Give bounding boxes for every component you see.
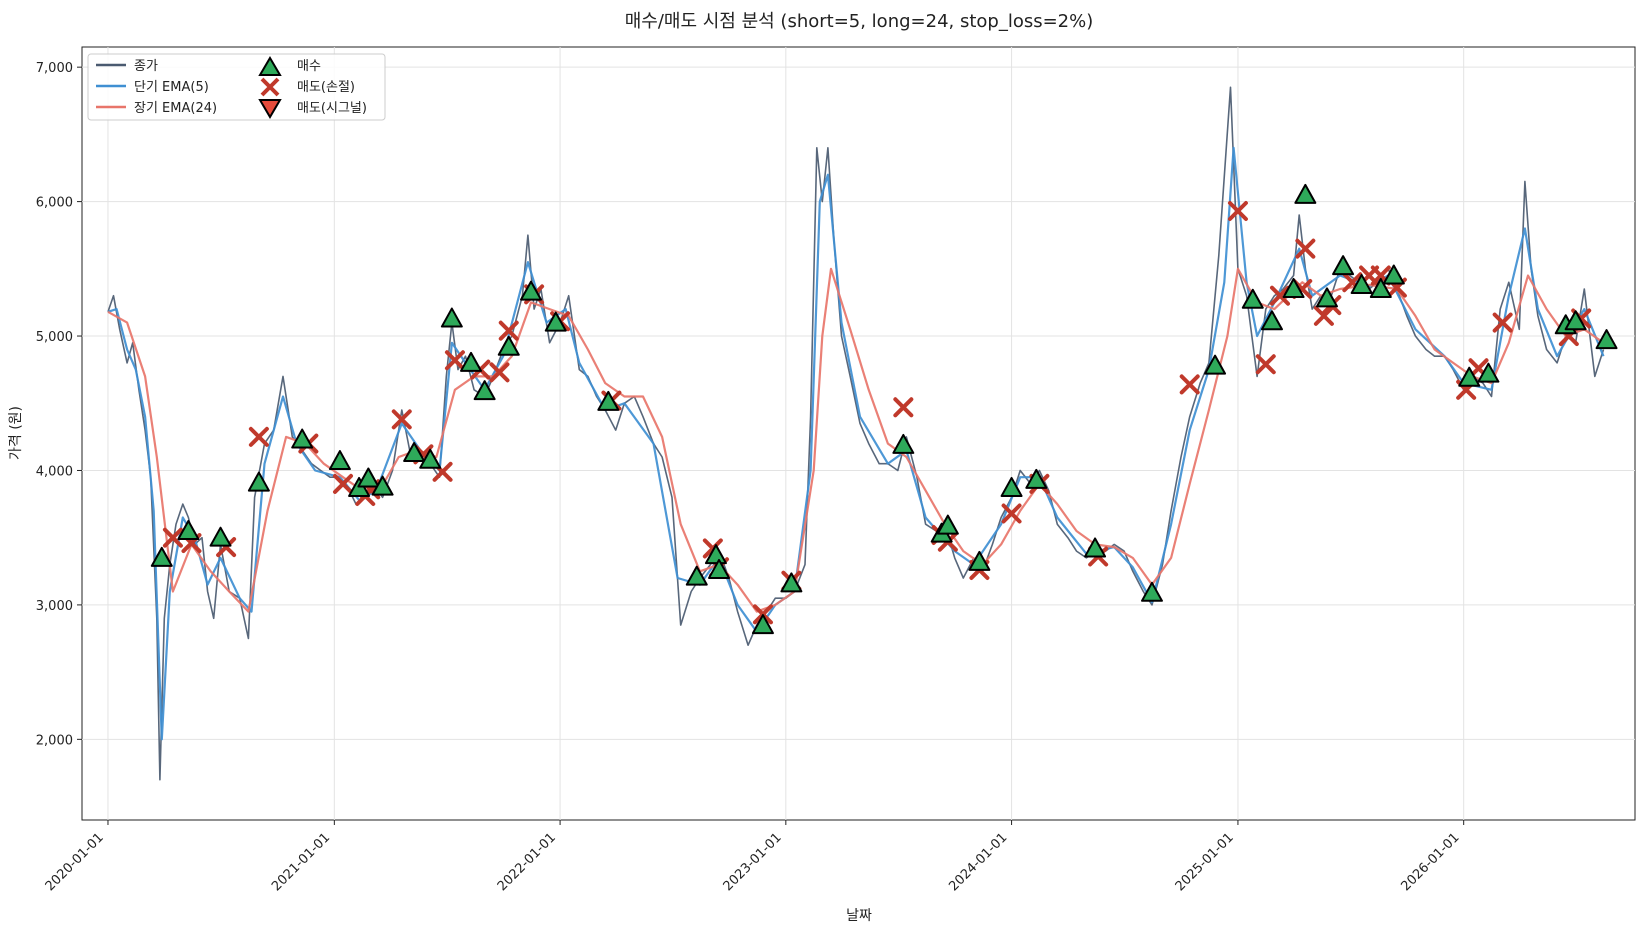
buy-marker — [150, 546, 173, 567]
legend-label-stop: 매도(손절) — [297, 80, 355, 95]
buy-marker — [419, 448, 442, 469]
buy-marker — [1260, 310, 1283, 331]
x-tick-label: 2026-01-01 — [1398, 830, 1462, 894]
legend-label-ema-long: 장기 EMA(24) — [134, 101, 217, 116]
buy-marker — [685, 565, 708, 586]
buy-marker — [1458, 366, 1481, 387]
buy-marker — [1350, 273, 1373, 294]
buy-marker — [1564, 310, 1587, 331]
legend-label-buy: 매수 — [297, 59, 321, 74]
buy-marker — [708, 558, 731, 579]
buy-marker — [291, 428, 314, 449]
buy-marker — [403, 441, 426, 462]
x-tick-label: 2022-01-01 — [495, 830, 559, 894]
sell-stop-marker — [893, 397, 914, 418]
buy-marker — [1369, 277, 1392, 298]
x-tick-label: 2020-01-01 — [43, 830, 107, 894]
buy-marker — [936, 514, 959, 535]
buy-marker — [544, 311, 567, 332]
close-price-line — [107, 86, 1605, 781]
y-tick-label: 5,000 — [36, 330, 73, 345]
buy-marker — [968, 550, 991, 571]
legend: 종가 단기 EMA(5) 장기 EMA(24) 매수 매도(손절) 매도(시그널… — [87, 53, 386, 121]
x-axis-label: 날짜 — [846, 908, 872, 924]
legend-label-close: 종가 — [134, 59, 158, 74]
buy-marker — [460, 351, 483, 372]
sell-stop-marker — [444, 350, 465, 371]
buy-marker — [1204, 354, 1227, 375]
series-layer — [107, 86, 1605, 781]
x-tick-label: 2023-01-01 — [721, 830, 785, 894]
buy-marker — [357, 467, 380, 488]
buy-marker — [177, 519, 200, 540]
sell-stop-marker — [248, 426, 269, 447]
legend-buy-triangle-icon — [258, 56, 282, 76]
sell-stop-marker — [1295, 238, 1316, 259]
chart-title: 매수/매도 시점 분석 (short=5, long=24, stop_loss… — [625, 11, 1094, 32]
plot-frame — [81, 46, 1636, 821]
marker-layer — [150, 183, 1618, 635]
legend-label-ema-short: 단기 EMA(5) — [134, 80, 209, 95]
sell-stop-marker — [489, 362, 510, 383]
buy-marker — [1382, 264, 1405, 285]
sell-stop-marker — [1313, 305, 1334, 326]
legend-stop-x-icon — [260, 77, 280, 97]
buy-marker — [1316, 287, 1338, 308]
buy-marker — [520, 280, 543, 301]
buy-marker — [497, 335, 520, 356]
sell-stop-marker — [391, 409, 412, 430]
sell-stop-marker — [1255, 354, 1276, 375]
buy-marker — [1332, 255, 1355, 276]
y-tick-label: 6,000 — [36, 196, 73, 211]
buy-marker — [440, 307, 463, 328]
buy-marker — [1595, 329, 1618, 350]
sell-stop-marker — [162, 527, 183, 548]
buy-marker — [1294, 183, 1317, 204]
buy-marker — [247, 471, 270, 492]
y-tick-label: 4,000 — [36, 464, 73, 479]
legend-label-signal: 매도(시그널) — [297, 101, 367, 116]
sell-stop-marker — [332, 473, 353, 494]
grid-layer — [82, 47, 1635, 820]
buy-marker — [1477, 362, 1500, 383]
buy-marker — [597, 390, 620, 411]
y-tick-label: 2,000 — [36, 733, 73, 748]
buy-marker — [1241, 288, 1264, 309]
y-tick-label: 3,000 — [36, 599, 73, 614]
sell-stop-marker — [1269, 285, 1290, 306]
sell-stop-marker — [1001, 503, 1022, 524]
sell-stop-marker — [1179, 374, 1200, 395]
buy-marker — [704, 544, 727, 565]
buy-marker — [1025, 468, 1048, 489]
sell-stop-marker — [1492, 312, 1513, 333]
y-tick-label: 7,000 — [36, 61, 73, 76]
x-tick-label: 2025-01-01 — [1173, 830, 1237, 894]
buy-marker — [1282, 277, 1305, 298]
legend-box — [87, 53, 386, 121]
buy-marker — [892, 433, 915, 454]
y-axis-label: 가격 (원) — [8, 406, 24, 460]
buy-marker — [473, 380, 496, 401]
buy-marker — [371, 475, 394, 496]
x-tick-label: 2021-01-01 — [269, 830, 333, 894]
axis-layer: 2,000 3,000 4,000 5,000 6,000 7,000 2020-01-01… — [36, 61, 1465, 894]
buy-marker — [209, 526, 232, 547]
buy-marker — [751, 614, 774, 635]
buy-marker — [1000, 476, 1023, 497]
x-tick-label: 2024-01-01 — [946, 830, 1010, 894]
buy-marker — [1140, 581, 1163, 602]
legend-signal-triangle-icon — [258, 99, 282, 119]
buy-marker — [328, 450, 351, 471]
buy-marker — [1084, 537, 1107, 558]
sell-stop-marker — [1227, 201, 1248, 222]
ema-short-line — [107, 146, 1605, 741]
sell-stop-marker — [498, 320, 519, 341]
ema-long-line — [107, 267, 1605, 613]
buy-marker — [780, 572, 803, 593]
